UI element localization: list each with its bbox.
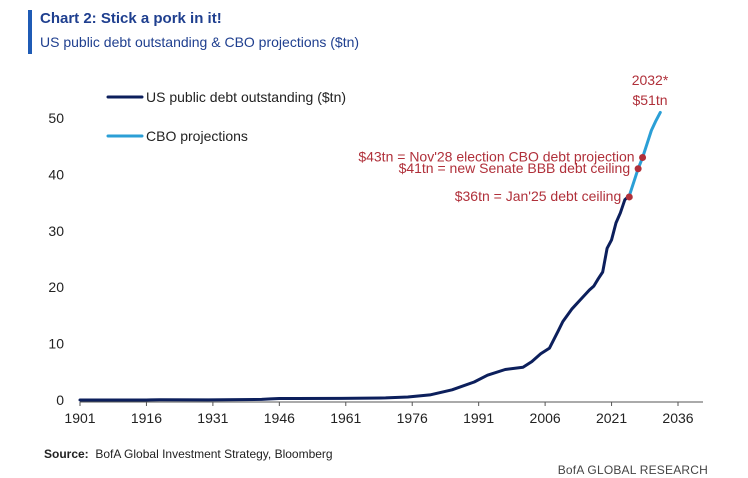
y-tick-label: 30	[48, 223, 64, 239]
series-line-cbo-projections	[627, 110, 662, 198]
series-line-debt-outstanding	[78, 194, 631, 402]
x-tick-label: 1916	[131, 410, 162, 426]
end-label: 2032*	[632, 72, 669, 88]
brand-footer: BofA GLOBAL RESEARCH	[557, 463, 708, 477]
y-tick-label: 40	[48, 166, 64, 182]
annotation-marker	[625, 193, 633, 201]
x-tick-label: 1961	[330, 410, 361, 426]
source-text: BofA Global Investment Strategy, Bloombe…	[95, 447, 333, 461]
x-tick-label: 1991	[463, 410, 494, 426]
source-label: Source:	[44, 447, 89, 461]
legend-label: US public debt outstanding ($tn)	[146, 89, 346, 105]
y-tick-label: 10	[48, 336, 64, 352]
annotation-label: $41tn = new Senate BBB debt ceiling	[399, 160, 631, 176]
x-tick-label: 2036	[662, 410, 693, 426]
chart-title: Chart 2: Stick a pork in it!	[40, 10, 222, 27]
annotation-label: $36tn = Jan'25 debt ceiling	[455, 188, 622, 204]
x-tick-label: 1901	[64, 410, 95, 426]
y-tick-label: 50	[48, 110, 64, 126]
x-tick-label: 1931	[197, 410, 228, 426]
legend-label: CBO projections	[146, 128, 248, 144]
x-tick-label: 1946	[264, 410, 295, 426]
title-accent-bar	[28, 10, 32, 54]
annotation-label: $43tn = Nov'28 election CBO debt project…	[358, 148, 634, 164]
x-tick-label: 2006	[530, 410, 561, 426]
y-tick-label: 0	[56, 392, 64, 408]
end-label: $51tn	[632, 92, 667, 108]
x-tick-label: 2021	[596, 410, 627, 426]
source-note: Source: BofA Global Investment Strategy,…	[44, 447, 333, 461]
x-tick-label: 1976	[397, 410, 428, 426]
annotation-marker	[639, 153, 647, 161]
annotation-marker	[634, 165, 642, 173]
chart-subtitle: US public debt outstanding & CBO project…	[40, 34, 360, 50]
y-tick-label: 20	[48, 279, 64, 295]
